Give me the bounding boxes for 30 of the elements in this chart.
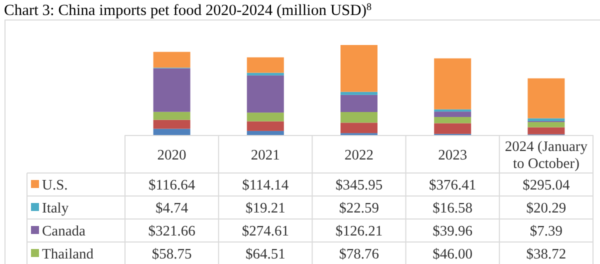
data-label: $274.61 [242, 224, 289, 240]
legend-label: U.S. [42, 178, 68, 194]
data-label: $22.59 [339, 200, 379, 216]
data-label: $64.51 [245, 246, 286, 262]
data-label: $58.75 [152, 246, 192, 262]
data-label: $4.74 [155, 200, 189, 216]
legend-label: Canada [42, 224, 86, 240]
data-label: $376.41 [429, 178, 476, 194]
data-label: $295.04 [522, 178, 571, 194]
data-label: $116.64 [148, 178, 196, 194]
data-label: $114.14 [242, 178, 290, 194]
x-tick-label: 2022 [344, 148, 374, 164]
data-label: $39.96 [432, 224, 473, 240]
chart-title: Chart 3: China imports pet food 2020-2024 (million USD)$^{8}$ [4, 2, 372, 19]
data-label: $345.95 [335, 178, 383, 194]
data-label: $78.76 [339, 246, 379, 262]
data-label: $126.21 [335, 224, 383, 240]
legend-label: Italy [42, 200, 70, 216]
x-tick-label: 2024 (January to October) [504, 139, 588, 172]
legend-label: Thailand [42, 246, 94, 262]
data-label: $19.21 [245, 200, 286, 216]
data-label: $46.00 [432, 246, 473, 262]
x-tick-label: 2023 [438, 148, 468, 164]
x-tick-label: 2021 [250, 148, 280, 164]
data-label: $38.72 [526, 246, 566, 262]
data-label: $20.29 [526, 200, 566, 216]
x-tick-label: 2020 [157, 148, 186, 164]
data-label: $321.66 [148, 224, 196, 240]
data-label: $7.39 [530, 224, 563, 240]
data-label: $16.58 [432, 200, 473, 216]
